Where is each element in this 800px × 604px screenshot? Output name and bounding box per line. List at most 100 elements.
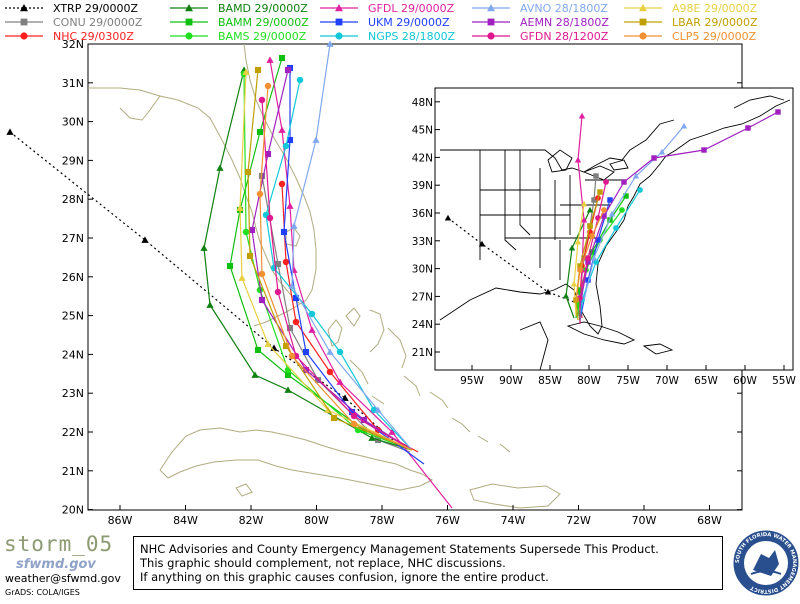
main-point-ngps xyxy=(270,264,278,272)
main-tracks xyxy=(6,40,453,509)
inset-tracks xyxy=(444,109,781,324)
main-point-bamd xyxy=(216,164,224,171)
main-lon-label: 72W xyxy=(566,514,591,527)
inset-point-aemn xyxy=(701,147,707,153)
main-point-conu xyxy=(286,324,294,332)
legend-label-xtrp: XTRP 29/0000Z xyxy=(53,2,139,15)
disclaimer-line-3: If anything on this graphic causes confu… xyxy=(140,570,549,584)
main-lat-label: 23N xyxy=(62,387,84,400)
main-point-avno xyxy=(312,136,320,143)
legend-marker-clp5 xyxy=(639,32,647,40)
inset-point-bamd xyxy=(586,206,594,213)
inset-point-xtrp xyxy=(544,288,552,295)
legend-label-bams: BAMS 29/0000Z xyxy=(218,30,307,43)
main-point-lbar xyxy=(282,342,290,350)
main-point-ngps xyxy=(336,348,344,356)
inset-lon-label: 70W xyxy=(655,375,679,387)
main-lon-label: 76W xyxy=(435,514,460,527)
inset-point-a98e xyxy=(574,238,582,245)
inset-point-ngps xyxy=(613,225,619,231)
legend-marker-bamm xyxy=(185,18,193,26)
main-point-clp5 xyxy=(264,82,272,90)
main-point-gfdn xyxy=(274,288,282,296)
sfwmd-logo-text: sfwmd.gov xyxy=(16,557,96,572)
inset-map-axes: 21N 24N 27N 30N 33N 36N 39N 42N 45N 48N 95W 90W 85W 8… xyxy=(412,97,797,387)
inset-lon-label: 85W xyxy=(538,375,562,387)
main-point-avno xyxy=(290,222,298,229)
main-point-clp5 xyxy=(288,352,296,360)
legend-label-aemn: AEMN 28/1800Z xyxy=(520,16,609,29)
inset-lon-label: 60W xyxy=(733,375,757,387)
legend-marker-lbar xyxy=(639,18,647,26)
main-lon-label: 70W xyxy=(632,514,657,527)
legend-label-lbar: LBAR 29/0000Z xyxy=(672,16,758,29)
main-point-gfdl xyxy=(278,126,286,133)
inset-point-aemn xyxy=(601,213,607,219)
inset-point-bamd xyxy=(568,244,576,251)
main-lon-label: 84W xyxy=(173,514,198,527)
main-point-xtrp xyxy=(6,128,14,135)
main-lat-label: 29N xyxy=(62,154,84,167)
disclaimer-line-2: This graphic should complement, not repl… xyxy=(140,556,506,570)
legend-label-ngps: NGPS 28/1800Z xyxy=(368,30,456,43)
inset-point-aemn xyxy=(745,125,751,131)
inset-point-conu xyxy=(591,197,597,203)
main-point-aemn xyxy=(302,366,310,374)
inset-point-gfdl xyxy=(580,216,588,223)
main-point-bamm xyxy=(284,371,292,379)
main-point-gfdl xyxy=(308,326,316,333)
inset-point-a98e xyxy=(570,280,578,287)
inset-lon-label: 75W xyxy=(616,375,640,387)
main-point-avno xyxy=(326,348,334,355)
main-point-bamm xyxy=(278,54,286,62)
inset-point-bams xyxy=(619,207,625,213)
main-point-conu xyxy=(274,260,282,268)
main-point-bamd xyxy=(368,434,376,441)
inset-track-avno xyxy=(583,125,685,301)
main-lat-label: 27N xyxy=(62,232,84,245)
main-point-bamm xyxy=(254,346,262,354)
main-lat-label: 24N xyxy=(62,348,84,361)
main-point-gfdl xyxy=(388,428,396,435)
inset-point-bamm xyxy=(623,193,629,199)
inset-point-gfdl xyxy=(578,112,586,119)
inset-lat-label: 30N xyxy=(412,264,433,276)
main-point-ukm xyxy=(348,408,356,416)
main-point-conu xyxy=(258,172,266,180)
inset-track-bamd xyxy=(565,209,591,319)
disclaimer-line-1: NHC Advisories and County Emergency Mana… xyxy=(140,542,659,556)
inset-point-avno xyxy=(680,122,688,129)
legend-label-gfdl: GFDL 29/0000Z xyxy=(368,2,455,15)
main-lon-label: 68W xyxy=(697,514,722,527)
legend-marker-a98e xyxy=(639,4,647,12)
main-point-bamd xyxy=(251,371,259,378)
inset-point-aemn xyxy=(621,179,627,185)
main-point-gfdl xyxy=(336,378,344,385)
main-point-nhc xyxy=(326,368,334,376)
inset-point-lbar xyxy=(577,263,583,269)
inset-point-avno xyxy=(632,172,640,179)
inset-track-clp5 xyxy=(575,209,605,303)
inset-point-clp5 xyxy=(577,267,583,273)
main-point-clp5 xyxy=(258,270,266,278)
legend-marker-bams xyxy=(185,32,193,40)
storm-id-label: storm_05 xyxy=(4,532,114,556)
inset-point-gfdn xyxy=(585,255,591,261)
main-track-bams xyxy=(243,73,413,451)
inset-lat-label: 42N xyxy=(412,152,433,164)
legend-label-avno: AVNO 28/1800Z xyxy=(520,2,608,15)
main-point-nhc xyxy=(278,180,286,188)
inset-lat-label: 36N xyxy=(412,208,433,220)
legend-label-gfdn: GFDN 28/1200Z xyxy=(520,30,609,43)
main-point-gfdn xyxy=(266,214,274,222)
main-point-avno xyxy=(326,40,334,47)
inset-lat-label: 21N xyxy=(412,347,433,359)
legend-marker-gfdl xyxy=(335,4,343,12)
inset-point-clp5 xyxy=(601,207,607,213)
inset-point-ukm xyxy=(607,197,613,203)
main-point-gfdn xyxy=(258,96,266,104)
main-track-clp5 xyxy=(259,85,413,451)
main-point-a98e xyxy=(238,274,246,281)
legend-label-nhc: NHC 29/0300Z xyxy=(53,30,134,43)
